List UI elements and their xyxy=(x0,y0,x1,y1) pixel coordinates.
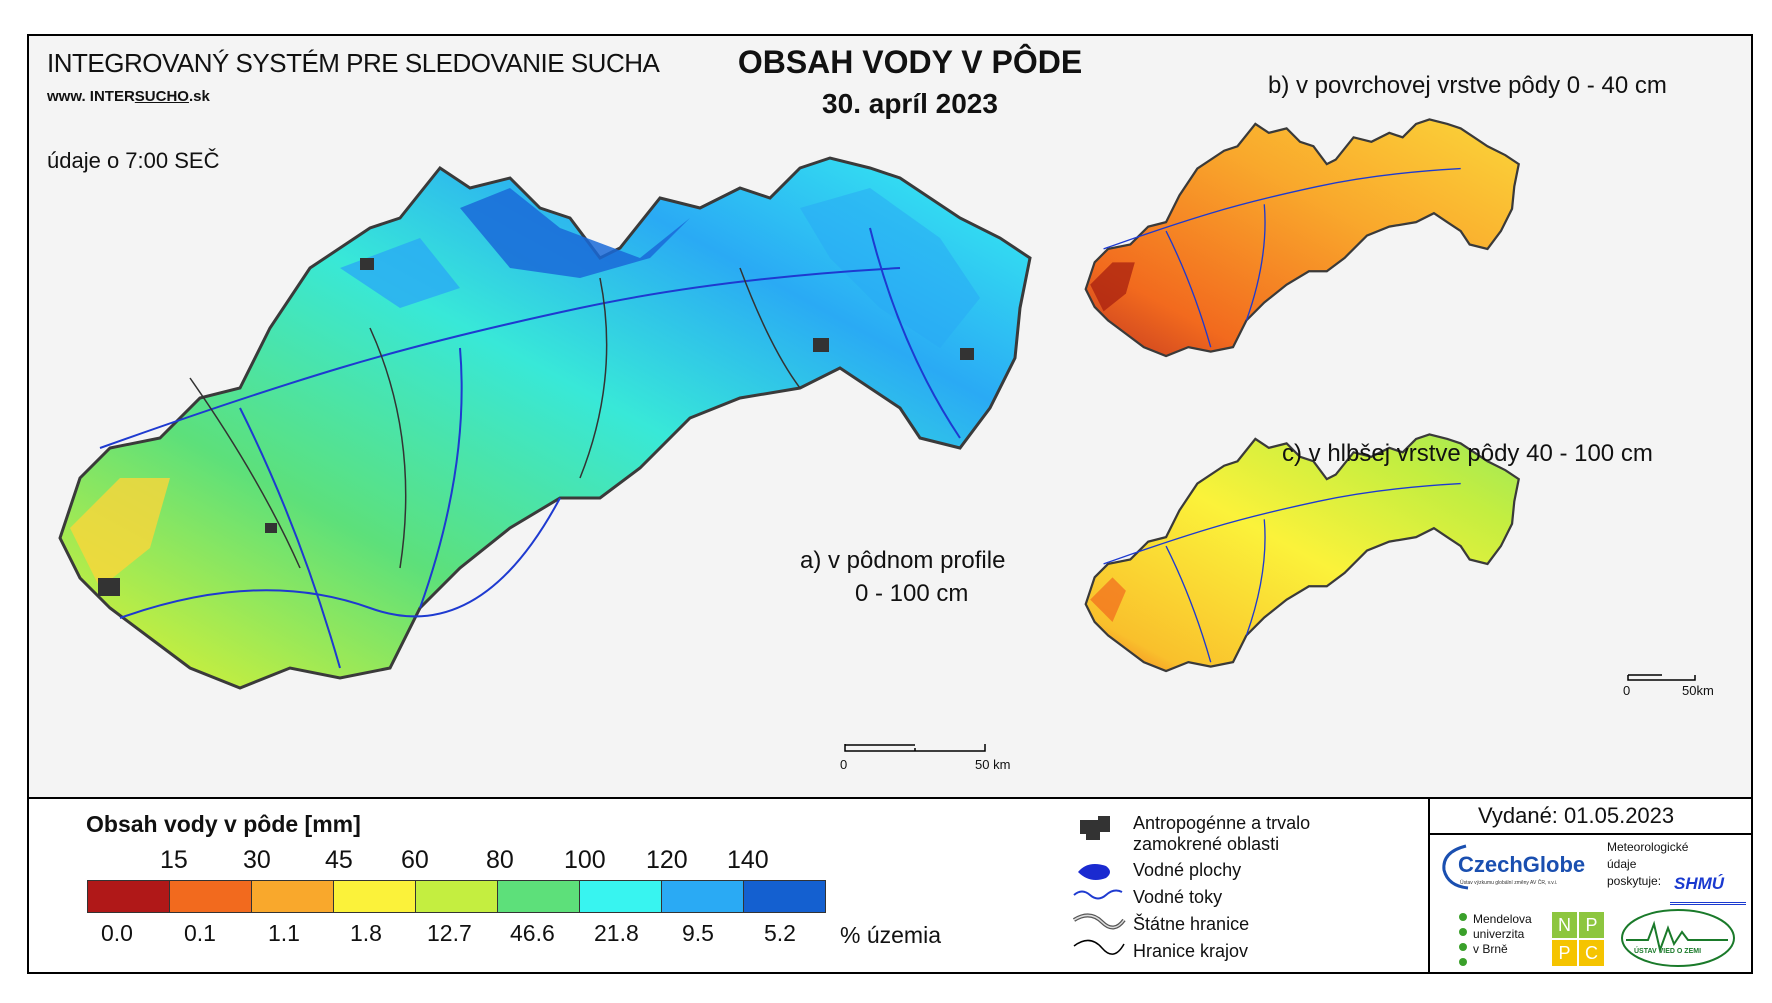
symbol-icons xyxy=(1072,816,1126,955)
symbol-label: Hranice krajov xyxy=(1133,941,1249,961)
color-bin xyxy=(251,880,334,913)
color-bin xyxy=(87,880,170,913)
time-note: údaje o 7:00 SEČ xyxy=(47,148,220,173)
czechglobe-logo: CzechGlobe Ústav výzkumu globální změny … xyxy=(1440,840,1600,895)
percent-value: 1.8 xyxy=(350,920,382,946)
scale-bar-main xyxy=(844,744,986,752)
map-a-profile-0-100 xyxy=(60,158,1030,688)
percent-unit: % územia xyxy=(840,922,941,948)
main-title: OBSAH VODY V PÔDE xyxy=(737,44,1083,80)
map-c-deep-40-100 xyxy=(1086,434,1519,671)
threshold-label: 120 xyxy=(646,846,688,874)
shmu-logo: SHMÚ xyxy=(1670,866,1746,905)
urban-area-icon xyxy=(1080,816,1110,840)
scale-small-end: 50km xyxy=(1682,683,1714,698)
scale-main-zero: 0 xyxy=(840,757,848,772)
map-a-depth-label: 0 - 100 cm xyxy=(855,580,969,607)
shmu-caption: poskytuje: xyxy=(1607,874,1662,888)
symbol-label: Vodné plochy xyxy=(1133,860,1242,880)
map-b-label: b) v povrchovej vrstve pôdy 0 - 40 cm xyxy=(1268,72,1667,99)
symbol-label: Vodné toky xyxy=(1133,887,1223,907)
shmu-caption: údaje xyxy=(1607,857,1637,871)
river-icon xyxy=(1073,889,1123,900)
issued-date: Vydané: 01.05.2023 xyxy=(1478,803,1675,828)
percent-value: 46.6 xyxy=(510,920,555,946)
color-bin xyxy=(333,880,416,913)
scale-bar-small xyxy=(1627,674,1696,681)
divider xyxy=(1428,797,1430,974)
color-bin xyxy=(497,880,580,913)
color-bin xyxy=(661,880,744,913)
color-bin xyxy=(169,880,252,913)
shmu-caption: Meteorologické xyxy=(1607,840,1689,854)
scale-small-zero: 0 xyxy=(1623,683,1631,698)
region-border-icon xyxy=(1073,939,1125,955)
threshold-label: 100 xyxy=(564,846,606,874)
percent-value: 0.0 xyxy=(101,920,133,946)
threshold-label: 30 xyxy=(243,846,271,874)
color-bin xyxy=(743,880,826,913)
system-title: INTEGROVANÝ SYSTÉM PRE SLEDOVANIE SUCHA xyxy=(47,48,660,78)
symbol-label: zamokrené oblasti xyxy=(1133,834,1280,854)
ustav-vied-o-zemi-logo: ÚSTAV VIED O ZEMI xyxy=(1618,906,1738,968)
nppc-logo: N P P C xyxy=(1552,912,1604,966)
water-body-icon xyxy=(1078,864,1110,880)
percent-value: 21.8 xyxy=(594,920,639,946)
threshold-label: 45 xyxy=(325,846,353,874)
percent-value: 12.7 xyxy=(427,920,472,946)
map-a-label: a) v pôdnom profile xyxy=(800,547,1006,574)
state-border-icon xyxy=(1072,913,1126,930)
threshold-label: 60 xyxy=(401,846,429,874)
map-date: 30. apríl 2023 xyxy=(822,88,998,119)
percent-value: 0.1 xyxy=(184,920,216,946)
map-c-label: c) v hlbšej vrstve pôdy 40 - 100 cm xyxy=(1282,440,1653,467)
scale-main-end: 50 km xyxy=(975,757,1011,772)
threshold-label: 140 xyxy=(727,846,769,874)
color-bin xyxy=(415,880,498,913)
symbol-label: Antropogénne a trvalo xyxy=(1133,813,1311,833)
map-b-surface-0-40 xyxy=(1086,119,1519,356)
divider xyxy=(1428,833,1753,835)
percent-value: 9.5 xyxy=(682,920,714,946)
color-bin xyxy=(579,880,662,913)
legend-title: Obsah vody v pôde [mm] xyxy=(86,811,361,837)
threshold-label: 80 xyxy=(486,846,514,874)
threshold-label: 15 xyxy=(160,846,188,874)
website-url[interactable]: www. INTERSUCHO.sk xyxy=(47,88,210,105)
percent-value: 5.2 xyxy=(764,920,796,946)
symbol-label: Štátne hranice xyxy=(1133,914,1250,934)
percent-value: 1.1 xyxy=(268,920,300,946)
